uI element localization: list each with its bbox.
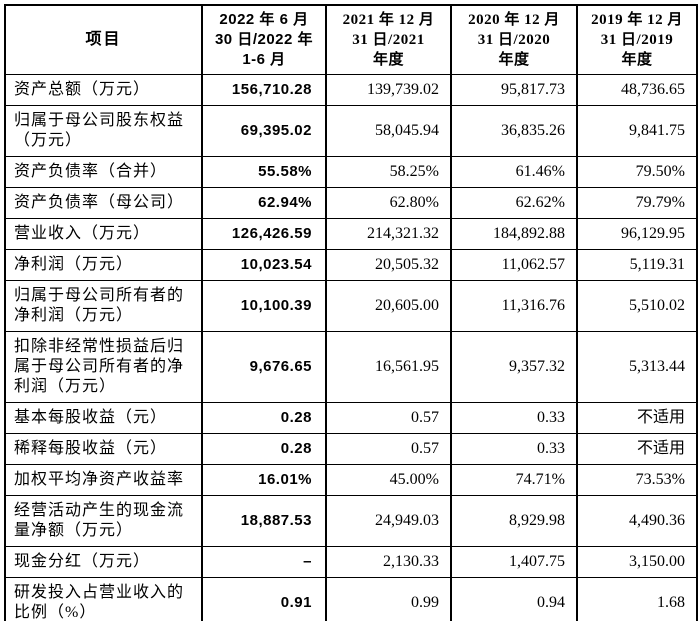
table-row-cash-dividend: 现金分红（万元） – 2,130.33 1,407.75 3,150.00	[4, 546, 698, 578]
value-2022: 156,710.28	[201, 74, 327, 106]
value-2019: 96,129.95	[576, 218, 698, 250]
value-2020: 1,407.75	[450, 546, 578, 578]
value-2021: 45.00%	[325, 464, 452, 496]
table-row-weighted-roe: 加权平均净资产收益率 16.01% 45.00% 74.71% 73.53%	[4, 464, 698, 496]
value-2021: 16,561.95	[325, 331, 452, 403]
value-2021: 58.25%	[325, 156, 452, 188]
table-row-net-profit: 净利润（万元） 10,023.54 20,505.32 11,062.57 5,…	[4, 249, 698, 281]
value-2022: 10,100.39	[201, 280, 327, 332]
value-2019: 4,490.36	[576, 495, 698, 547]
table-row-parent-net-profit: 归属于母公司所有者的 净利润（万元） 10,100.39 20,605.00 1…	[4, 280, 698, 332]
value-2020: 95,817.73	[450, 74, 578, 106]
value-2021: 20,605.00	[325, 280, 452, 332]
value-2021: 2,130.33	[325, 546, 452, 578]
header-item-label: 项目	[4, 4, 203, 75]
value-2019: 不适用	[576, 402, 698, 434]
value-2020: 61.46%	[450, 156, 578, 188]
value-2021: 62.80%	[325, 187, 452, 219]
table-row-diluted-eps: 稀释每股收益（元） 0.28 0.57 0.33 不适用	[4, 433, 698, 465]
header-period-2021: 2021 年 12 月 31 日/2021 年度	[325, 4, 452, 75]
value-2022: 10,023.54	[201, 249, 327, 281]
value-2019: 73.53%	[576, 464, 698, 496]
row-label: 扣除非经常性损益后归 属于母公司所有者的净 利润（万元）	[4, 331, 203, 403]
value-2021: 58,045.94	[325, 105, 452, 157]
header-period-2022h1: 2022 年 6 月 30 日/2022 年 1-6 月	[201, 4, 327, 75]
row-label: 稀释每股收益（元）	[4, 433, 203, 465]
value-2019: 5,313.44	[576, 331, 698, 403]
table-row-operating-cash-flow: 经营活动产生的现金流 量净额（万元） 18,887.53 24,949.03 8…	[4, 495, 698, 547]
row-label: 资产总额（万元）	[4, 74, 203, 106]
value-2021: 24,949.03	[325, 495, 452, 547]
value-2019: 79.50%	[576, 156, 698, 188]
value-2020: 11,062.57	[450, 249, 578, 281]
value-2020: 0.33	[450, 433, 578, 465]
value-2020: 184,892.88	[450, 218, 578, 250]
row-label: 加权平均净资产收益率	[4, 464, 203, 496]
table-row-rd-ratio: 研发投入占营业收入的 比例（%） 0.91 0.99 0.94 1.68	[4, 577, 698, 621]
row-label: 净利润（万元）	[4, 249, 203, 281]
value-2022: 0.28	[201, 433, 327, 465]
value-2022: 0.28	[201, 402, 327, 434]
table-row-revenue: 营业收入（万元） 126,426.59 214,321.32 184,892.8…	[4, 218, 698, 250]
table-row-debt-ratio-consolidated: 资产负债率（合并） 55.58% 58.25% 61.46% 79.50%	[4, 156, 698, 188]
header-row: 项目 2022 年 6 月 30 日/2022 年 1-6 月 2021 年 1…	[4, 4, 698, 75]
value-2019: 9,841.75	[576, 105, 698, 157]
row-label: 现金分红（万元）	[4, 546, 203, 578]
value-2022: 62.94%	[201, 187, 327, 219]
value-2019: 5,510.02	[576, 280, 698, 332]
value-2019: 不适用	[576, 433, 698, 465]
row-label: 归属于母公司股东权益 （万元）	[4, 105, 203, 157]
row-label: 经营活动产生的现金流 量净额（万元）	[4, 495, 203, 547]
value-2019: 3,150.00	[576, 546, 698, 578]
value-2021: 0.57	[325, 433, 452, 465]
value-2020: 0.94	[450, 577, 578, 621]
value-2019: 1.68	[576, 577, 698, 621]
row-label: 资产负债率（合并）	[4, 156, 203, 188]
value-2019: 5,119.31	[576, 249, 698, 281]
row-label: 资产负债率（母公司）	[4, 187, 203, 219]
value-2022: 16.01%	[201, 464, 327, 496]
value-2022: 69,395.02	[201, 105, 327, 157]
row-label: 归属于母公司所有者的 净利润（万元）	[4, 280, 203, 332]
value-2020: 0.33	[450, 402, 578, 434]
value-2020: 62.62%	[450, 187, 578, 219]
row-label: 研发投入占营业收入的 比例（%）	[4, 577, 203, 621]
value-2022: 18,887.53	[201, 495, 327, 547]
header-period-2020: 2020 年 12 月 31 日/2020 年度	[450, 4, 578, 75]
value-2022: 126,426.59	[201, 218, 327, 250]
financial-summary-table: 项目 2022 年 6 月 30 日/2022 年 1-6 月 2021 年 1…	[4, 4, 698, 621]
row-label: 基本每股收益（元）	[4, 402, 203, 434]
table-row-debt-ratio-parent: 资产负债率（母公司） 62.94% 62.80% 62.62% 79.79%	[4, 187, 698, 219]
value-2022: –	[201, 546, 327, 578]
table-row-net-profit-ex-nonrecurring: 扣除非经常性损益后归 属于母公司所有者的净 利润（万元） 9,676.65 16…	[4, 331, 698, 403]
value-2020: 8,929.98	[450, 495, 578, 547]
value-2022: 55.58%	[201, 156, 327, 188]
value-2020: 11,316.76	[450, 280, 578, 332]
table-row-total-assets: 资产总额（万元） 156,710.28 139,739.02 95,817.73…	[4, 74, 698, 106]
value-2019: 79.79%	[576, 187, 698, 219]
value-2020: 9,357.32	[450, 331, 578, 403]
value-2021: 0.57	[325, 402, 452, 434]
value-2020: 36,835.26	[450, 105, 578, 157]
value-2021: 139,739.02	[325, 74, 452, 106]
header-period-2019: 2019 年 12 月 31 日/2019 年度	[576, 4, 698, 75]
value-2021: 214,321.32	[325, 218, 452, 250]
row-label: 营业收入（万元）	[4, 218, 203, 250]
table-row-basic-eps: 基本每股收益（元） 0.28 0.57 0.33 不适用	[4, 402, 698, 434]
value-2021: 20,505.32	[325, 249, 452, 281]
value-2020: 74.71%	[450, 464, 578, 496]
value-2021: 0.99	[325, 577, 452, 621]
table-row-parent-equity: 归属于母公司股东权益 （万元） 69,395.02 58,045.94 36,8…	[4, 105, 698, 157]
value-2019: 48,736.65	[576, 74, 698, 106]
value-2022: 0.91	[201, 577, 327, 621]
value-2022: 9,676.65	[201, 331, 327, 403]
